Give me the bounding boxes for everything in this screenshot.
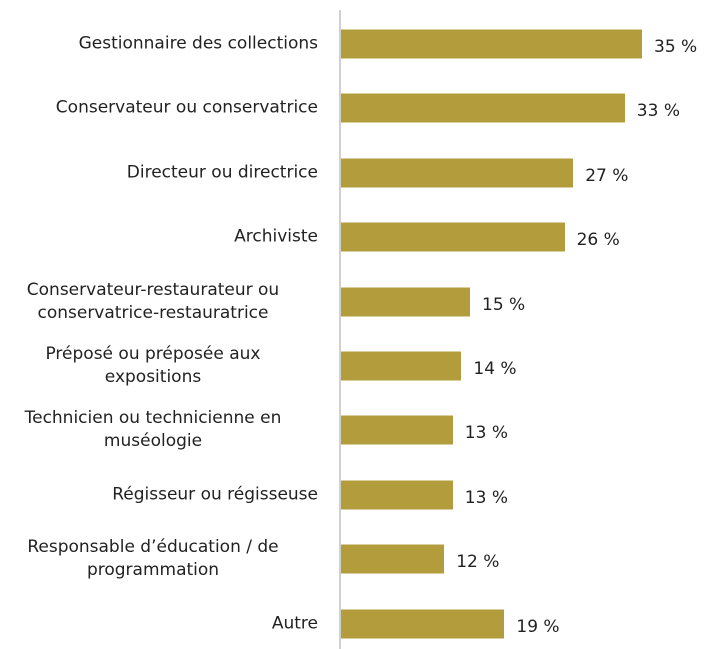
bar xyxy=(341,222,565,252)
category-label: Conservateur-restaurateur ou conservatri… xyxy=(26,279,280,323)
bar xyxy=(341,544,445,574)
category-label: Régisseur ou régisseuse xyxy=(112,484,318,505)
value-label: 26 % xyxy=(576,230,620,251)
bar xyxy=(341,351,462,381)
value-label: 35 % xyxy=(654,37,698,57)
category-label: Gestionnaire des collections xyxy=(78,33,318,54)
value-label: 14 % xyxy=(473,359,517,379)
bar xyxy=(341,93,625,123)
value-label: 33 % xyxy=(636,101,680,122)
value-label: 19 % xyxy=(516,616,560,637)
bar xyxy=(341,480,453,510)
bar xyxy=(341,287,470,317)
axis-line xyxy=(339,10,341,649)
category-label: Préposé ou préposée aux expositions xyxy=(45,344,261,387)
category-label: Conservateur ou conservatrice xyxy=(55,97,318,118)
bar xyxy=(341,609,505,639)
category-label: Technicien ou technicienne en muséologie xyxy=(24,408,282,452)
value-label: 27 % xyxy=(585,165,629,186)
value-label: 12 % xyxy=(456,552,500,573)
category-label: Archiviste xyxy=(234,226,318,247)
bar xyxy=(341,158,574,188)
category-label: Responsable d’éducation / de programmati… xyxy=(27,537,279,581)
category-label: Autre xyxy=(271,613,318,634)
value-label: 13 % xyxy=(464,423,508,444)
value-label: 13 % xyxy=(464,487,508,508)
bar xyxy=(341,29,642,59)
value-label: 15 % xyxy=(482,294,526,315)
category-label: Directeur ou directrice xyxy=(126,162,318,183)
bar xyxy=(341,415,453,445)
